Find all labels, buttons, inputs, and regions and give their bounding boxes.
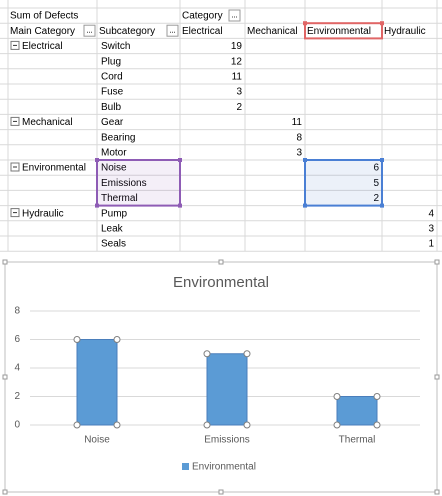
column-header: Electrical xyxy=(182,26,223,37)
filter-button[interactable] xyxy=(83,24,96,37)
bar-handle xyxy=(333,393,341,400)
subcategory: Thermal xyxy=(101,193,138,204)
subcategory: Cord xyxy=(101,72,123,83)
cell-value: 2 xyxy=(373,193,379,204)
bar-handle xyxy=(333,421,341,429)
legend-label: Environmental xyxy=(192,462,256,473)
cell-value: 12 xyxy=(231,56,243,67)
filter-button[interactable] xyxy=(228,9,241,22)
group-label: Environmental xyxy=(22,163,86,174)
bar-handle xyxy=(373,421,381,429)
cell-value: 6 xyxy=(373,163,379,174)
chart-handle xyxy=(2,374,8,380)
chart-handle xyxy=(218,259,224,265)
bar[interactable] xyxy=(76,339,118,426)
chart-handle xyxy=(434,259,440,265)
cell-value: 3 xyxy=(236,87,242,98)
chart-handle xyxy=(434,374,440,380)
chart-title: Environmental xyxy=(173,274,269,291)
group-label: Mechanical xyxy=(22,117,73,128)
selection-handle xyxy=(178,158,182,162)
column-field: Category xyxy=(182,11,223,22)
cell-value: 5 xyxy=(373,178,379,189)
selection-handle xyxy=(303,158,307,162)
y-tick-label: 2 xyxy=(14,391,20,402)
y-tick-label: 8 xyxy=(14,306,20,317)
subcategory: Pump xyxy=(101,208,128,219)
cell-value: 11 xyxy=(232,72,243,83)
x-tick-label: Emissions xyxy=(204,435,250,446)
subcategory: Gear xyxy=(101,117,124,128)
row-header: Subcategory xyxy=(99,26,155,37)
group-label: Electrical xyxy=(22,41,63,52)
selection xyxy=(96,159,181,207)
subcategory: Seals xyxy=(101,239,126,250)
subcategory: Plug xyxy=(101,56,121,67)
column-header: Environmental xyxy=(307,26,371,37)
subcategory: Noise xyxy=(101,163,127,174)
selection-handle xyxy=(95,203,99,208)
bar[interactable] xyxy=(206,353,248,426)
bar-handle xyxy=(373,393,381,400)
column-header: Mechanical xyxy=(247,26,298,37)
x-tick-label: Noise xyxy=(84,435,110,446)
cell-value: 2 xyxy=(236,102,242,113)
bar-handle xyxy=(243,350,251,358)
subcategory: Emissions xyxy=(101,178,147,189)
bar-handle xyxy=(203,350,211,358)
selection-handle xyxy=(303,21,307,26)
cell-value: 3 xyxy=(296,148,302,159)
value-label: Sum of Defects xyxy=(10,11,78,22)
group-label: Hydraulic xyxy=(22,208,64,219)
selection-handle xyxy=(380,158,384,162)
cell-value: 1 xyxy=(428,239,434,250)
subcategory: Switch xyxy=(101,41,130,52)
bar-handle xyxy=(73,421,81,429)
cell-value: 3 xyxy=(428,224,434,235)
bar[interactable] xyxy=(336,396,378,426)
cell-value: 11 xyxy=(292,117,303,128)
chart-handle xyxy=(2,259,8,265)
chart-handle xyxy=(2,489,8,495)
selection xyxy=(304,22,383,40)
selection-handle xyxy=(380,21,384,26)
filter-button[interactable] xyxy=(166,24,179,37)
row-header: Main Category xyxy=(10,26,75,37)
selection xyxy=(304,159,383,207)
y-tick-label: 4 xyxy=(14,363,20,374)
bar-handle xyxy=(113,421,121,429)
chart-handle xyxy=(434,489,440,495)
bar-handle xyxy=(113,336,121,343)
selection-handle xyxy=(380,203,384,208)
chart-handle xyxy=(218,489,224,495)
cell-value: 4 xyxy=(428,208,434,219)
bar-handle xyxy=(203,421,211,429)
selection-handle xyxy=(178,203,182,208)
subcategory: Bulb xyxy=(101,102,121,113)
column-header: Hydraulic xyxy=(384,26,426,37)
subcategory: Fuse xyxy=(101,87,124,98)
legend-swatch xyxy=(182,463,189,470)
cell-value: 19 xyxy=(231,41,243,52)
selection-handle xyxy=(303,203,307,208)
y-tick-label: 6 xyxy=(14,334,20,345)
y-tick-label: 0 xyxy=(14,420,20,431)
selection-handle xyxy=(95,158,99,162)
bar-handle xyxy=(73,336,81,343)
subcategory: Bearing xyxy=(101,132,135,143)
bar-handle xyxy=(243,421,251,429)
subcategory: Motor xyxy=(101,148,127,159)
x-tick-label: Thermal xyxy=(339,435,376,446)
subcategory: Leak xyxy=(101,224,124,235)
cell-value: 8 xyxy=(296,132,302,143)
